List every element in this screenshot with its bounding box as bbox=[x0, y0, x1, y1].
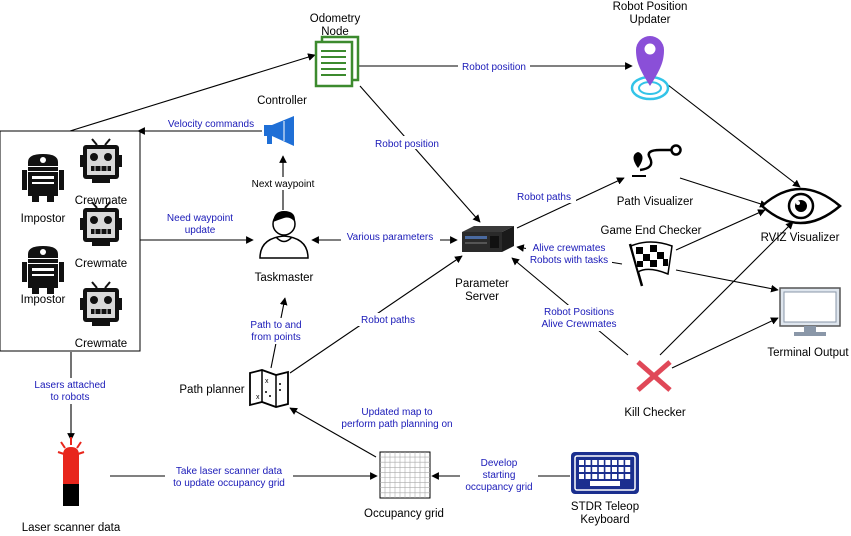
label-text: Alive crewmates Robots with tasks bbox=[530, 243, 608, 266]
document-icon bbox=[314, 35, 360, 88]
kill-checker-label: Kill Checker bbox=[624, 407, 686, 419]
label-develop-grid: Develop starting occupancy grid bbox=[460, 456, 538, 495]
label-robot-positions-alive: Robot Positions Alive Crewmates bbox=[536, 305, 622, 331]
label-odom-to-updater: Robot position bbox=[458, 59, 530, 73]
rviz-label: RVIZ Visualizer bbox=[761, 232, 840, 244]
controller-node: Controller bbox=[257, 95, 307, 146]
label-text: Take laser scanner data to update occupan… bbox=[173, 466, 285, 489]
occupancy-label: Occupancy grid bbox=[364, 508, 444, 520]
teleop-label: STDR Teleop Keyboard bbox=[571, 501, 639, 526]
edge-occupancy-to-planner bbox=[289, 407, 377, 458]
robot-group-frame bbox=[0, 130, 141, 352]
updater-label: Robot Position Updater bbox=[613, 1, 688, 26]
impostor-robot-icon bbox=[22, 154, 64, 202]
edge-odometry-to-param bbox=[359, 85, 481, 223]
crewmate-label-2: Crewmate bbox=[75, 258, 127, 270]
edge-updater-to-rviz bbox=[667, 84, 801, 188]
parameter-server-node: Parameter Server bbox=[455, 226, 514, 303]
edge-kill-to-rviz bbox=[659, 221, 794, 356]
label-odom-to-param: Robot position bbox=[372, 136, 444, 150]
edge-game-end-to-rviz bbox=[675, 209, 766, 251]
taskmaster-label: Taskmaster bbox=[255, 272, 314, 284]
label-updated-map: Updated map to perform path planning on bbox=[333, 405, 461, 431]
monitor-icon bbox=[779, 287, 841, 336]
location-pin-icon bbox=[630, 36, 670, 101]
game-end-checker-node: Game End Checker bbox=[601, 225, 702, 287]
label-text: Robot paths bbox=[361, 315, 415, 326]
odometry-label: Odometry Node bbox=[310, 13, 361, 38]
crewmate-robot-icon bbox=[80, 138, 122, 183]
impostor-robot-icon bbox=[22, 246, 64, 294]
path-planner-label: Path planner bbox=[179, 384, 244, 396]
laser-scanner-node: Laser scanner data bbox=[22, 437, 121, 534]
route-icon bbox=[632, 144, 682, 177]
crewmate-robot-icon bbox=[80, 201, 122, 246]
person-icon bbox=[259, 211, 309, 259]
label-text: Various parameters bbox=[347, 232, 434, 243]
label-robot-paths-vis: Robot paths bbox=[513, 190, 576, 203]
path-visualizer-node: Path Visualizer bbox=[617, 144, 694, 208]
label-text: Velocity commands bbox=[168, 119, 254, 130]
label-text: Lasers attached to robots bbox=[34, 380, 105, 403]
controller-label: Controller bbox=[257, 95, 307, 107]
label-lasers-attached: Lasers attached to robots bbox=[27, 378, 113, 404]
label-path-to-from: Path to and from points bbox=[246, 318, 306, 344]
edge-path-vis-to-rviz bbox=[679, 177, 768, 208]
server-icon bbox=[462, 226, 514, 252]
label-text: Robot Positions Alive Crewmates bbox=[541, 307, 616, 330]
label-need-waypoint: Need waypoint update bbox=[158, 211, 244, 237]
label-text: Robot position bbox=[462, 62, 526, 73]
label-robot-paths-planner: Robot paths bbox=[357, 313, 420, 326]
label-text: Path to and from points bbox=[250, 320, 301, 343]
svg-text:x: x bbox=[265, 378, 269, 385]
label-text: Need waypoint update bbox=[167, 213, 233, 236]
crewmate-label-1: Crewmate bbox=[75, 195, 127, 207]
taskmaster-node: Taskmaster bbox=[255, 211, 314, 284]
kill-checker-node: Kill Checker bbox=[624, 360, 686, 419]
laser-icon bbox=[57, 437, 85, 506]
megaphone-icon bbox=[264, 116, 294, 146]
label-velocity: Velocity commands bbox=[163, 117, 259, 130]
edge-kill-to-terminal bbox=[671, 317, 779, 369]
path-planner-node: Path planner x x bbox=[179, 369, 289, 408]
map-icon: x x bbox=[249, 369, 289, 408]
laser-label: Laser scanner data bbox=[22, 522, 121, 534]
robot-group: Impostor Impostor bbox=[0, 130, 141, 352]
edge-labels: Robot position Robot position Velocity c… bbox=[27, 59, 622, 495]
impostor-label-2: Impostor bbox=[21, 294, 66, 306]
terminal-output-node: Terminal Output bbox=[767, 287, 849, 359]
crewmate-label-3: Crewmate bbox=[75, 338, 127, 350]
label-text: Next waypoint bbox=[252, 179, 315, 190]
grid-icon bbox=[379, 451, 431, 499]
game-end-label: Game End Checker bbox=[601, 225, 702, 237]
label-text: Robot paths bbox=[517, 192, 571, 203]
label-text: Develop starting occupancy grid bbox=[465, 458, 532, 493]
label-alive-tasks: Alive crewmates Robots with tasks bbox=[526, 241, 612, 267]
label-next-waypoint: Next waypoint bbox=[246, 177, 320, 190]
teleop-keyboard-node: STDR Teleop Keyboard bbox=[571, 452, 639, 526]
label-text: Updated map to perform path planning on bbox=[341, 407, 452, 430]
path-visualizer-label: Path Visualizer bbox=[617, 196, 694, 208]
svg-text:x: x bbox=[256, 394, 260, 401]
label-text: Robot position bbox=[375, 139, 439, 150]
label-various-params: Various parameters bbox=[341, 230, 440, 243]
eye-icon bbox=[760, 187, 842, 225]
edge-robots-to-odometry bbox=[69, 53, 316, 132]
occupancy-grid-node: Occupancy grid bbox=[364, 451, 444, 520]
x-mark-icon bbox=[636, 360, 672, 392]
rviz-visualizer-node: RVIZ Visualizer bbox=[760, 187, 842, 244]
label-take-laser: Take laser scanner data to update occupan… bbox=[165, 464, 293, 490]
crewmate-robot-icon bbox=[80, 281, 122, 326]
keyboard-icon bbox=[571, 452, 639, 494]
odometry-node: Odometry Node bbox=[310, 13, 361, 88]
terminal-label: Terminal Output bbox=[767, 347, 849, 359]
edge-game-end-to-terminal bbox=[675, 269, 779, 293]
checkered-flag-icon bbox=[628, 241, 673, 287]
impostor-label-1: Impostor bbox=[21, 213, 66, 225]
robot-position-updater: Robot Position Updater bbox=[613, 1, 688, 101]
param-server-label: Parameter Server bbox=[455, 278, 509, 303]
